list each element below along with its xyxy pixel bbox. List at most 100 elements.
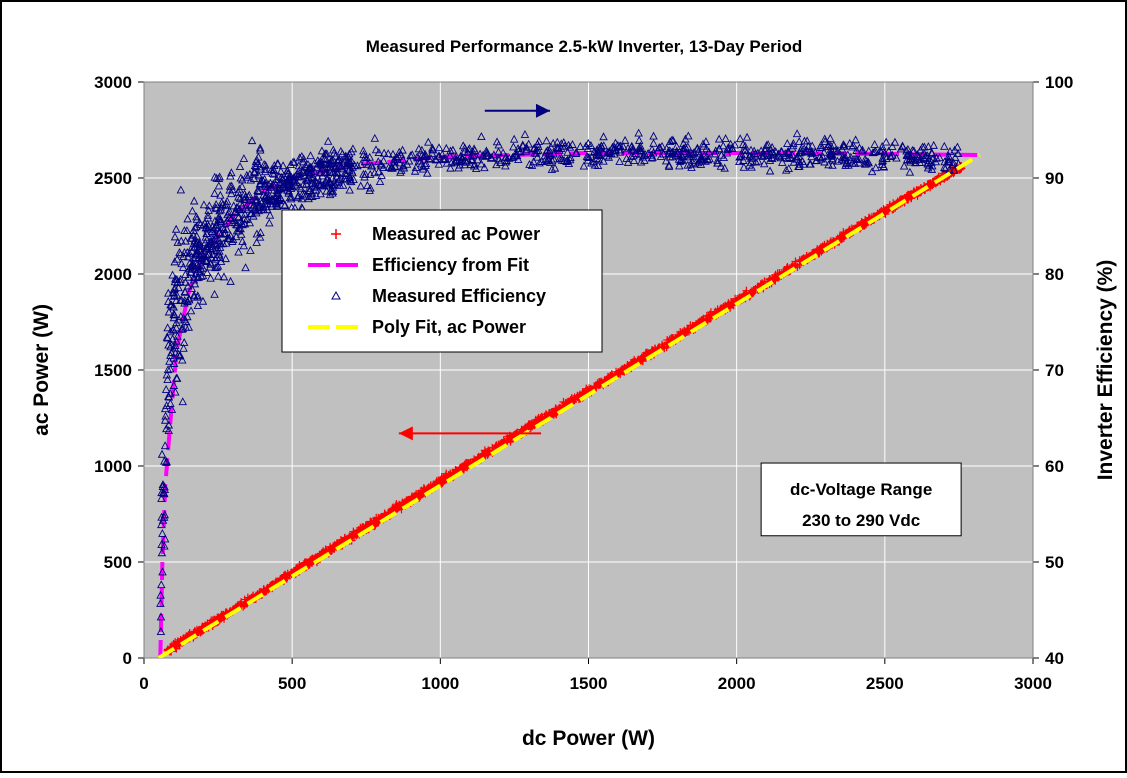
efficiency-point [191, 250, 201, 259]
efficiency-point [839, 141, 848, 150]
y-tick-label: 2500 [94, 169, 132, 188]
efficiency-point [455, 153, 465, 162]
efficiency-point [322, 186, 331, 195]
efficiency-point [613, 140, 623, 149]
efficiency-point [196, 263, 206, 272]
efficiency-point [334, 156, 344, 165]
efficiency-point [593, 161, 603, 169]
efficiency-point [603, 147, 612, 156]
efficiency-point [340, 174, 349, 183]
efficiency-point [258, 175, 268, 184]
efficiency-point [271, 179, 280, 188]
y-tick-label: 0 [123, 649, 132, 668]
efficiency-point [509, 134, 519, 143]
efficiency-point [520, 130, 530, 138]
efficiency-point [345, 176, 355, 185]
efficiency-point [458, 152, 467, 161]
efficiency-point [216, 205, 226, 214]
legend-entry: Measured ac Power [331, 224, 540, 244]
efficiency-point [189, 196, 199, 205]
efficiency-point [311, 190, 321, 199]
efficiency-point [353, 161, 362, 170]
ac-power-point [237, 601, 246, 610]
efficiency-point [837, 155, 846, 164]
efficiency-point [163, 323, 172, 332]
efficiency-point [170, 257, 179, 266]
efficiency-point [421, 159, 431, 167]
efficiency-point [534, 142, 543, 150]
efficiency-point [242, 205, 252, 214]
efficiency-point [253, 185, 262, 194]
efficiency-point [718, 141, 728, 150]
efficiency-point [802, 146, 812, 155]
efficiency-point [434, 159, 444, 168]
efficiency-point [160, 441, 170, 450]
efficiency-point [176, 236, 186, 245]
efficiency-point [530, 148, 539, 157]
efficiency-point [679, 143, 689, 152]
efficiency-point [164, 297, 173, 305]
efficiency-point [530, 143, 539, 152]
efficiency-point [604, 152, 614, 161]
efficiency-point [265, 218, 274, 227]
efficiency-point [452, 151, 461, 160]
ac-power-point [711, 307, 720, 316]
efficiency-point [410, 166, 420, 175]
efficiency-point [501, 157, 510, 166]
efficiency-point [366, 183, 375, 192]
efficiency-point [215, 246, 224, 255]
efficiency-point [157, 580, 166, 589]
efficiency-point [172, 373, 182, 382]
efficiency-point [185, 248, 194, 257]
efficiency-point [260, 174, 269, 183]
efficiency-point [953, 142, 962, 151]
arrow-head [535, 103, 550, 118]
efficiency-point [696, 160, 706, 168]
axes: 0 500 1000 1500 2000 2500 3000 0 500 1000 1500 2000… [94, 73, 1073, 693]
efficiency-point [494, 155, 504, 164]
efficiency-point [379, 156, 388, 165]
efficiency-point [164, 307, 174, 316]
efficiency-point [722, 148, 732, 157]
efficiency-point [886, 152, 896, 161]
efficiency-point [189, 290, 199, 299]
efficiency-point [421, 161, 430, 170]
efficiency-point [240, 189, 249, 198]
efficiency-point [210, 289, 219, 298]
efficiency-point [634, 128, 643, 137]
efficiency-point [953, 149, 963, 158]
efficiency-point [274, 195, 284, 204]
y2-tick-label: 50 [1045, 553, 1064, 572]
efficiency-point [396, 167, 405, 176]
efficiency-point [206, 244, 216, 253]
efficiency-point [924, 142, 933, 150]
efficiency-point [257, 198, 266, 207]
efficiency-point [313, 172, 322, 181]
efficiency-point [169, 359, 179, 367]
efficiency-point [487, 152, 496, 161]
efficiency-point [629, 156, 639, 165]
efficiency-point [623, 157, 633, 166]
efficiency-point [826, 148, 836, 157]
efficiency-point [511, 149, 521, 158]
efficiency-point [375, 177, 385, 186]
ac-power-point [217, 613, 226, 622]
efficiency-point [239, 241, 249, 250]
efficiency-point [608, 143, 617, 151]
efficiency-point [713, 155, 722, 164]
efficiency-point [702, 144, 711, 153]
efficiency-point [236, 216, 246, 225]
efficiency-point [227, 214, 236, 222]
efficiency-point [347, 166, 357, 175]
efficiency-point [162, 401, 171, 410]
efficiency-point [516, 147, 525, 156]
y-tick-label: 1500 [94, 361, 132, 380]
efficiency-point [157, 493, 166, 502]
efficiency-point [251, 192, 261, 201]
annotation-text: dc-Voltage Range [790, 480, 932, 499]
efficiency-point [299, 157, 308, 166]
efficiency-point [251, 205, 260, 214]
efficiency-point [909, 146, 919, 155]
efficiency-point [159, 488, 168, 497]
legend-entry: Poly Fit, ac Power [308, 317, 526, 337]
